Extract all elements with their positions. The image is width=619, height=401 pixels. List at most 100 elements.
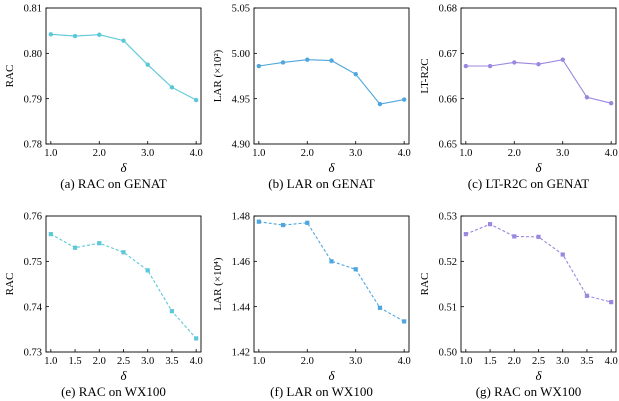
y-tick-label: 0.79 — [24, 94, 42, 105]
plot-frame — [45, 7, 202, 145]
x-tick-label: 3.5 — [580, 356, 593, 367]
x-tick-label: 3.0 — [556, 356, 569, 367]
data-point — [72, 245, 78, 250]
plot-frame — [460, 7, 617, 145]
data-point — [169, 85, 175, 90]
panel-caption: (b) LAR on GENAT — [268, 176, 375, 191]
y-tick-label: 1.42 — [232, 348, 250, 359]
y-tick-label: 1.44 — [232, 302, 251, 313]
y-axis-label: LAR (×10²) — [212, 49, 224, 102]
data-point — [169, 309, 175, 314]
data-point — [608, 101, 614, 106]
data-point — [536, 62, 541, 67]
x-axis-label: δ — [328, 160, 335, 175]
data-point — [584, 293, 590, 298]
chart-panel-2: 0.65 0.66 0.67 0.68 1.0 2.0 3.0 4.0 LT-R2C δ(c) L… — [419, 4, 618, 191]
data-point — [256, 63, 262, 69]
x-tick-label: 3.0 — [141, 148, 154, 159]
x-tick-label: 1.0 — [252, 356, 265, 367]
data-point — [512, 234, 517, 239]
series-line — [258, 59, 405, 105]
x-tick-label: 4.0 — [190, 356, 203, 367]
data-point — [329, 58, 334, 63]
data-point — [145, 62, 150, 67]
x-tick-label: 1.0 — [44, 356, 57, 367]
data-point — [256, 219, 261, 224]
y-axis-label: RAC — [4, 273, 16, 296]
chart-panel-0: 0.78 0.79 0.80 0.81 1.0 2.0 3.0 4.0 RAC δ(a) RAC … — [4, 4, 203, 191]
y-tick-label: 0.74 — [24, 302, 43, 313]
panel-caption: (e) RAC on WX100 — [61, 384, 166, 399]
x-tick-label: 2.0 — [301, 356, 314, 367]
x-tick-label: 4.0 — [605, 356, 618, 367]
data-point — [377, 101, 383, 107]
panel-caption: (f) LAR on WX100 — [270, 384, 373, 399]
plot-frame — [253, 215, 410, 353]
y-tick-label: 0.81 — [24, 4, 42, 15]
chart-panel-5: 0.50 0.51 0.52 0.53 1.0 1.5 2.0 2.5 3.0 3.5 4.0 RAC… — [419, 212, 618, 399]
y-tick-label: 0.80 — [24, 49, 42, 60]
x-tick-label: 4.0 — [398, 356, 411, 367]
x-tick-label: 2.0 — [301, 148, 314, 159]
data-point — [145, 268, 150, 273]
x-tick-label: 3.0 — [556, 148, 569, 159]
y-tick-label: 5.00 — [232, 49, 250, 60]
data-point — [193, 97, 199, 103]
y-tick-label: 4.95 — [232, 94, 250, 105]
data-point — [609, 300, 614, 305]
y-tick-label: 0.65 — [439, 140, 457, 151]
x-axis-label: δ — [120, 368, 127, 383]
y-axis-label: RAC — [4, 65, 16, 88]
data-point — [353, 71, 358, 77]
data-point — [512, 60, 517, 65]
y-tick-label: 5.05 — [232, 4, 250, 15]
x-tick-label: 1.5 — [69, 356, 82, 367]
x-tick-label: 2.0 — [93, 148, 106, 159]
x-tick-label: 3.5 — [165, 356, 178, 367]
data-point — [329, 259, 334, 264]
data-point — [487, 222, 493, 227]
data-point — [48, 232, 53, 237]
data-point — [463, 63, 469, 69]
x-tick-label: 2.0 — [508, 148, 521, 159]
plot-frame — [45, 215, 202, 353]
x-tick-label: 1.0 — [459, 148, 472, 159]
series-line — [50, 33, 197, 101]
y-tick-label: 4.90 — [232, 140, 250, 151]
x-tick-label: 2.5 — [117, 356, 130, 367]
x-tick-label: 4.0 — [605, 148, 618, 159]
y-tick-label: 1.46 — [232, 257, 250, 268]
data-point — [560, 252, 565, 257]
x-axis-label: δ — [328, 368, 335, 383]
x-tick-label: 1.0 — [459, 356, 472, 367]
data-point — [97, 32, 102, 37]
data-point — [280, 222, 286, 228]
y-tick-label: 0.50 — [439, 348, 457, 359]
data-point — [121, 250, 126, 255]
x-axis-label: δ — [535, 160, 542, 175]
y-axis-label: LAR (×10⁴) — [212, 257, 224, 310]
data-point — [280, 60, 286, 65]
x-axis-label: δ — [120, 160, 127, 175]
y-tick-label: 0.52 — [439, 257, 457, 268]
data-point — [560, 57, 565, 62]
chart-panel-1: 4.90 4.95 5.00 5.05 1.0 2.0 3.0 4.0 LAR (×10²) δ(… — [212, 4, 411, 191]
y-tick-label: 0.68 — [439, 4, 457, 15]
data-point — [48, 32, 54, 37]
series-line — [50, 233, 197, 339]
data-point — [121, 38, 126, 43]
data-point — [305, 57, 310, 62]
y-tick-label: 0.66 — [439, 94, 457, 105]
y-tick-label: 0.53 — [439, 212, 457, 223]
data-point — [402, 319, 407, 324]
x-tick-label: 4.0 — [190, 148, 203, 159]
y-tick-label: 0.51 — [439, 302, 457, 313]
x-tick-label: 3.0 — [349, 356, 362, 367]
data-point — [584, 95, 590, 100]
y-tick-label: 0.75 — [24, 257, 42, 268]
x-tick-label: 3.0 — [141, 356, 154, 367]
y-axis-label: RAC — [419, 273, 431, 296]
panel-caption: (a) RAC on GENAT — [60, 176, 167, 191]
x-axis-label: δ — [535, 368, 542, 383]
y-axis-label: LT-R2C — [419, 58, 431, 93]
